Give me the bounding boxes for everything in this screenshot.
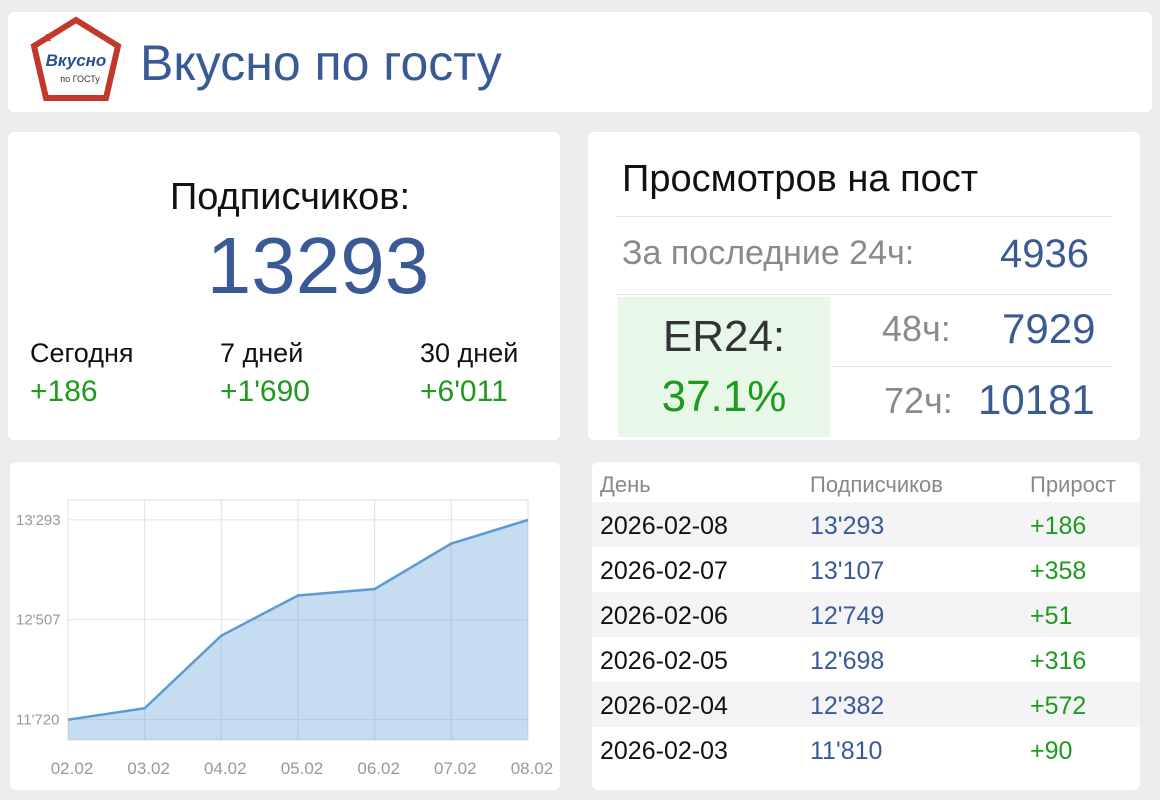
x-tick-label: 04.02 bbox=[204, 759, 247, 778]
period-delta: +1'690 bbox=[220, 375, 310, 408]
table-cell: +51 bbox=[1030, 602, 1073, 630]
table: День Подписчиков Прирост 2026-02-08 13'293 +1… bbox=[592, 462, 1140, 790]
logo-icon: ☭ bbox=[40, 31, 53, 47]
table-cell: 12'698 bbox=[810, 647, 885, 675]
table-row: 2026-02-07 13'107 +358 bbox=[592, 547, 1140, 592]
chart: 02.02 03.02 04.02 05.02 06.02 07.02 08.02 11'72… bbox=[16, 499, 554, 778]
period-label: Сегодня bbox=[30, 338, 134, 368]
table-cell: +316 bbox=[1030, 647, 1087, 675]
title: Вкусно по госту bbox=[140, 35, 502, 91]
er-value: 37.1% bbox=[661, 372, 787, 421]
er-label: ER24: bbox=[662, 312, 786, 361]
table-cell: 2026-02-07 bbox=[600, 557, 728, 585]
x-tick-label: 06.02 bbox=[357, 759, 400, 778]
table-cell: 13'293 bbox=[810, 512, 885, 540]
header: ☭ Вкусно по ГОСТу Вкусно по госту bbox=[8, 12, 1152, 112]
table-cell: 2026-02-03 bbox=[600, 737, 728, 765]
subscribers-card: Подписчиков: 13293 Сегодня +186 7 дней +… bbox=[8, 132, 560, 440]
table-header: Подписчиков bbox=[810, 472, 943, 497]
table-cell: +186 bbox=[1030, 512, 1087, 540]
logo-subtext: по ГОСТу bbox=[60, 74, 100, 84]
subscribers-label: Подписчиков: bbox=[169, 176, 411, 218]
period-label: 30 дней bbox=[420, 338, 519, 368]
table-row: 2026-02-03 11'810 +90 bbox=[592, 727, 1140, 772]
table-cell: 12'749 bbox=[810, 602, 885, 630]
subscribers-count: 13293 bbox=[206, 221, 430, 310]
table-cell: 2026-02-04 bbox=[600, 692, 728, 720]
y-tick-label: 12'507 bbox=[16, 612, 61, 629]
x-tick-label: 08.02 bbox=[511, 759, 554, 778]
table-card: День Подписчиков Прирост 2026-02-08 13'293 +1… bbox=[592, 462, 1140, 790]
table-row: 2026-02-08 13'293 +186 bbox=[592, 502, 1140, 547]
table-header: Прирост bbox=[1030, 472, 1116, 497]
table-cell: 2026-02-05 bbox=[600, 647, 728, 675]
x-tick-label: 03.02 bbox=[127, 759, 170, 778]
table-cell: +358 bbox=[1030, 557, 1087, 585]
line bbox=[67, 518, 529, 721]
divider bbox=[616, 216, 1112, 217]
table-cell: 12'382 bbox=[810, 692, 885, 720]
table-cell: 13'107 bbox=[810, 557, 885, 585]
views-48-label: 48ч: bbox=[882, 308, 951, 349]
table-row: 2026-02-04 12'382 +572 bbox=[592, 682, 1140, 727]
er-box bbox=[618, 297, 830, 437]
x-tick-label: 07.02 bbox=[434, 759, 477, 778]
table-cell: +572 bbox=[1030, 692, 1087, 720]
table-header: День bbox=[600, 472, 651, 497]
views-48-value: 7929 bbox=[1002, 305, 1096, 352]
y-tick-label: 11'720 bbox=[16, 712, 59, 729]
divider bbox=[616, 294, 1112, 295]
period-label: 7 дней bbox=[220, 338, 304, 368]
period-delta: +186 bbox=[30, 375, 98, 408]
table-row: 2026-02-05 12'698 +316 bbox=[592, 637, 1140, 682]
views-card: Просмотров на пост За последние 24ч: 493… bbox=[588, 132, 1140, 440]
chart-card: 02.02 03.02 04.02 05.02 06.02 07.02 08.02 11'72… bbox=[10, 462, 560, 790]
period-delta: +6'011 bbox=[420, 375, 508, 408]
logo-text: Вкусно bbox=[46, 51, 107, 70]
views-24-label: За последние 24ч: bbox=[622, 234, 915, 272]
table-cell: 2026-02-06 bbox=[600, 602, 728, 630]
logo-frame bbox=[30, 16, 122, 101]
x-tick-label: 05.02 bbox=[281, 759, 324, 778]
views-72-label: 72ч: bbox=[884, 380, 953, 421]
area bbox=[68, 519, 528, 740]
table-cell: 2026-02-08 bbox=[600, 512, 728, 540]
views-72-value: 10181 bbox=[978, 376, 1095, 423]
table-cell: 11'810 bbox=[810, 737, 883, 765]
views-24-value: 4936 bbox=[1000, 232, 1089, 276]
divider bbox=[832, 366, 1112, 367]
x-tick-label: 02.02 bbox=[51, 759, 94, 778]
y-tick-label: 13'293 bbox=[16, 512, 61, 529]
views-title: Просмотров на пост bbox=[622, 158, 979, 200]
logo: ☭ Вкусно по ГОСТу bbox=[30, 16, 122, 101]
table-row: 2026-02-06 12'749 +51 bbox=[592, 592, 1140, 637]
table-cell: +90 bbox=[1030, 737, 1073, 765]
